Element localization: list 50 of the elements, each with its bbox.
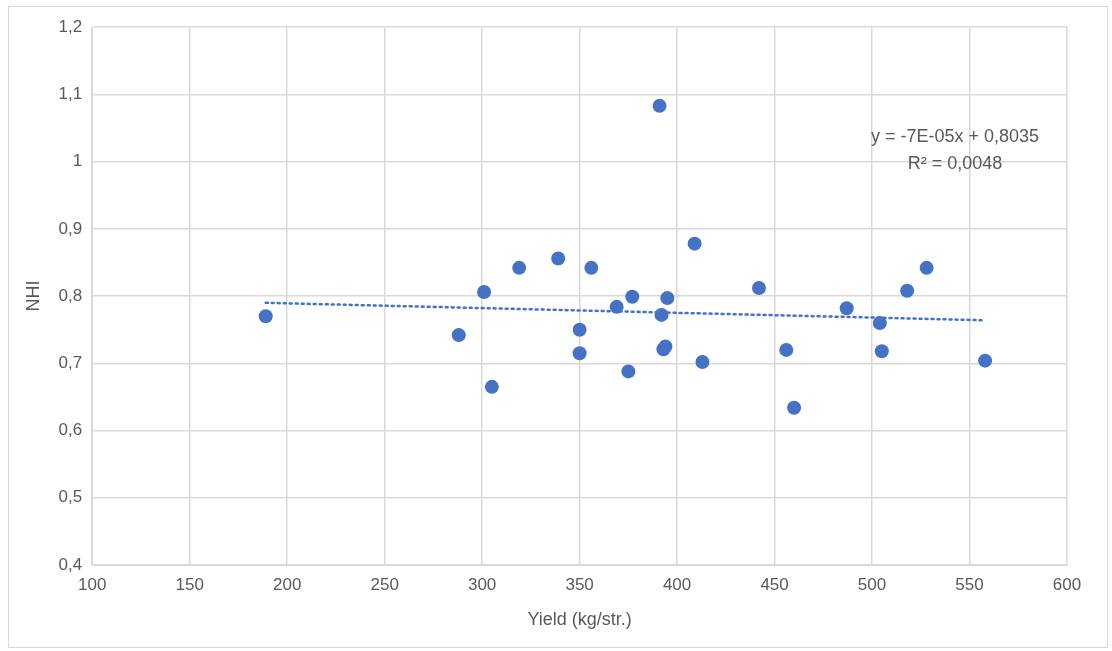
x-tick-label: 500 — [857, 574, 887, 594]
point — [751, 281, 766, 296]
point — [900, 283, 915, 298]
y-tick-label: 1,2 — [58, 16, 83, 36]
point — [874, 344, 889, 359]
point — [451, 328, 466, 343]
point — [978, 353, 993, 368]
point — [695, 354, 710, 369]
point — [872, 315, 887, 330]
y-tick-label: 1,1 — [58, 84, 83, 104]
point — [477, 285, 492, 300]
point — [551, 251, 566, 266]
x-tick-label: 150 — [175, 574, 204, 594]
point — [652, 98, 667, 113]
x-tick-label: 400 — [662, 574, 692, 594]
y-tick-label: 0,7 — [58, 353, 83, 373]
x-tick-label: 250 — [370, 574, 399, 594]
point — [839, 301, 854, 316]
point — [572, 346, 587, 361]
point — [779, 342, 794, 357]
y-axis-title: NHI — [22, 280, 43, 312]
point — [787, 400, 802, 415]
x-tick-label: 550 — [955, 574, 984, 594]
point — [654, 307, 669, 322]
point — [625, 289, 640, 304]
y-tick-label: 0,8 — [58, 285, 83, 305]
y-tick-label: 0,6 — [58, 420, 83, 440]
point — [584, 260, 599, 275]
annotation: R² = 0,0048 — [907, 153, 1003, 174]
y-tick-label: 0,9 — [58, 218, 83, 238]
x-tick-label: 200 — [273, 574, 302, 594]
point — [919, 260, 934, 275]
x-axis-title: Yield (kg/str.) — [527, 609, 632, 630]
y-tick-label: 0,5 — [58, 487, 83, 507]
point — [621, 364, 636, 379]
x-tick-label: 300 — [467, 574, 497, 594]
point — [512, 260, 527, 275]
y-tick-label: 0,4 — [58, 554, 83, 574]
annotation: y = -7E-05x + 0,8035 — [870, 126, 1040, 147]
point — [660, 291, 675, 306]
x-tick-label: 450 — [760, 574, 789, 594]
x-tick-label: 600 — [1052, 574, 1082, 594]
point — [484, 379, 499, 394]
point — [687, 236, 702, 251]
point — [572, 322, 587, 337]
y-tick-label: 1 — [72, 151, 83, 171]
point — [609, 299, 624, 314]
x-tick-label: 350 — [565, 574, 594, 594]
x-tick-label: 100 — [78, 574, 107, 594]
point — [258, 309, 273, 324]
